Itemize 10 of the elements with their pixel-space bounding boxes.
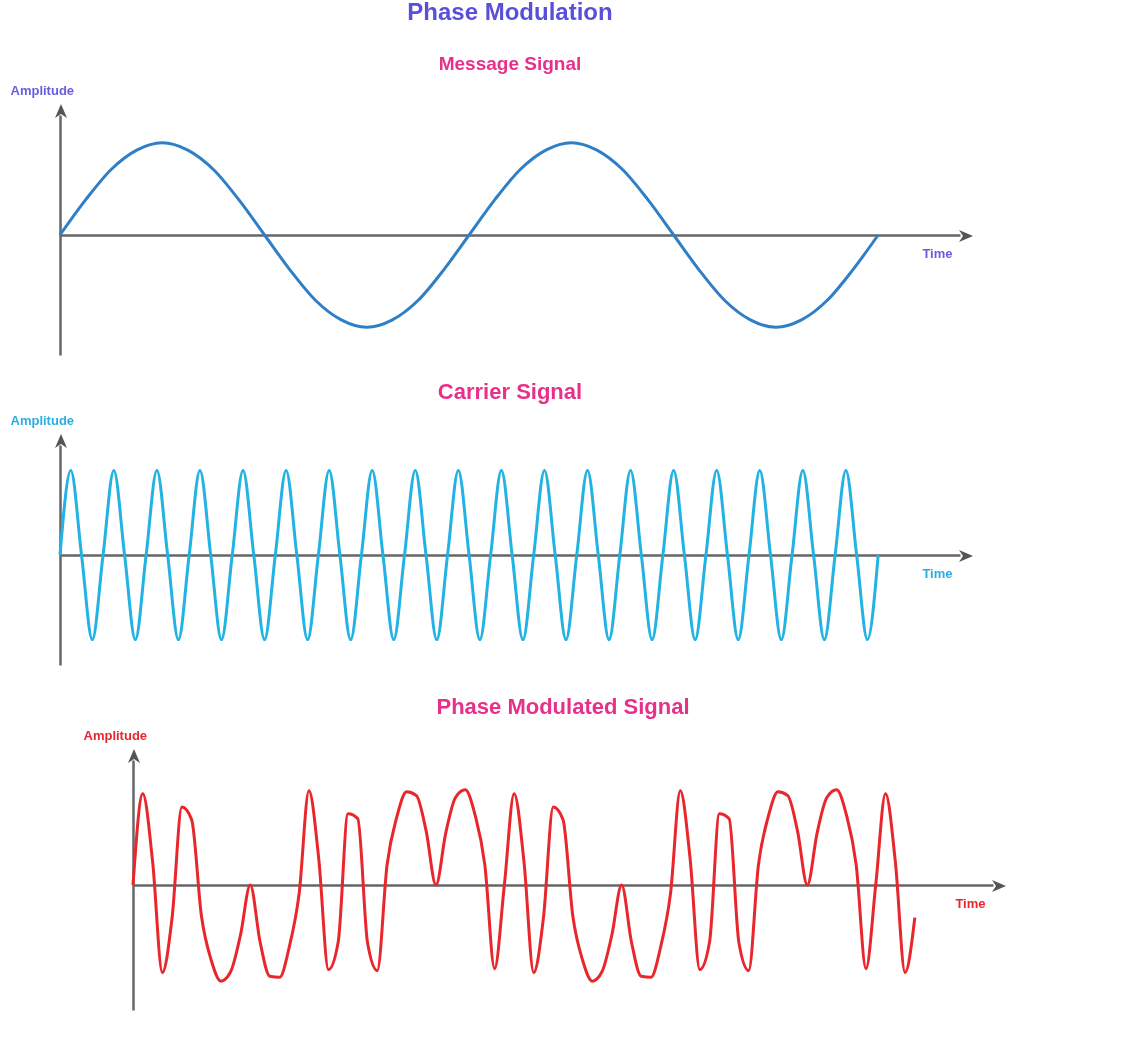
y-axis-title: Amplitude — [10, 412, 75, 428]
chart-subtitle: Message Signal — [438, 53, 582, 74]
chart-title: Carrier Signal — [437, 379, 583, 404]
chart-title: Phase Modulated Signal — [436, 694, 690, 719]
x-axis-title: Time — [922, 245, 953, 261]
chart-title: Phase Modulation — [407, 0, 613, 25]
y-axis-title: Amplitude — [83, 727, 148, 743]
x-axis-title: Time — [955, 895, 986, 911]
x-axis-title: Time — [922, 565, 953, 581]
y-axis-title: Amplitude — [10, 82, 75, 98]
